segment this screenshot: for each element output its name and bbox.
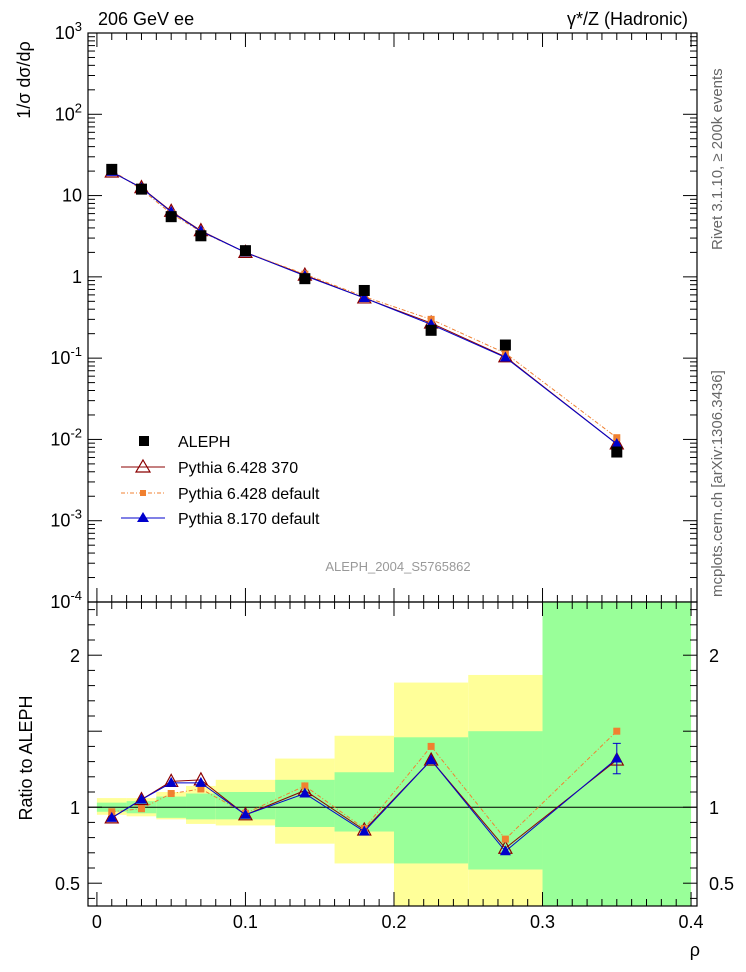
x-tick-label: 0.4 [679,912,704,932]
legend-label-py6-default: Pythia 6.428 default [178,486,320,503]
series-aleph-point [611,446,623,458]
y-tick-label: 103 [55,19,82,43]
series-aleph-point [106,163,118,175]
ratio-series-2-point [106,811,118,822]
series-aleph-point [425,324,437,336]
legend-marker-aleph [139,436,149,446]
series-3-point [611,437,623,448]
series-aleph-point [299,273,311,285]
legend-label-py6-370: Pythia 6.428 370 [178,460,298,477]
legend-marker-py6-default [140,490,146,496]
series-aleph-point [358,284,370,296]
ratio-series-1-point [427,742,435,750]
x-tick-label: 0.2 [381,912,406,932]
ratio-series-1-point [167,790,175,798]
mcplots-label: mcplots.cern.ch [arXiv:1306.3436] [709,370,726,597]
legend-label-py8: Pythia 8.170 default [178,511,320,528]
ratio-series-2-point [425,754,437,765]
legend: ALEPH Pythia 6.428 370 Pythia 6.428 defa… [121,434,320,528]
ratio-series-2-point [239,808,251,819]
series-2-line [111,169,618,439]
ratio-series-1-point [301,782,309,790]
x-tick-label: 0.1 [233,912,258,932]
legend-label-aleph: ALEPH [178,434,230,451]
series-3-line [111,171,618,445]
y-tick-label: 102 [55,100,82,124]
y-tick-label: 10-2 [50,425,82,449]
y-tick-label: 10-1 [50,344,82,368]
series-2-point [613,434,621,442]
x-tick-label: 0 [92,912,102,932]
top-y-axis-label: 1/σ dσ/dρ [14,41,34,119]
y-tick-label: 10 [62,186,82,206]
ratio-series-2-line [111,758,618,852]
ratio-y-tick-label-right: 1 [709,798,719,818]
ratio-plot-panel: 0 0.1 0.2 0.3 0.40.5 0.51 12 2 [55,601,734,932]
legend-marker-py8 [137,512,149,522]
ratio-series-1-point [108,808,116,816]
ratio-y-tick-label: 2 [70,646,80,666]
series-aleph-point [135,183,147,195]
y-tick-label: 10-3 [50,507,82,531]
energy-label: 206 GeV ee [98,9,194,29]
ratio-y-axis-label: Ratio to ALEPH [16,695,36,820]
ratio-series-2-point [195,776,207,787]
uncertainty-band-green [186,793,216,820]
ratio-y-tick-label: 1 [70,798,80,818]
series-aleph-point [499,339,511,351]
series-3-point [358,291,370,302]
ratio-series-1-line [111,730,618,840]
series-aleph-point [195,230,207,242]
y-tick-label: 10-4 [50,588,82,612]
series-3-point [499,351,511,362]
ratio-series-0-line [111,759,618,849]
ratio-series-1-point [197,785,205,793]
series-aleph-point [239,245,251,257]
ratio-series-2-point [135,793,147,804]
ratio-series-1-point [501,835,509,843]
uncertainty-band-green [334,772,394,832]
ratio-y-tick-label-right: 2 [709,646,719,666]
process-label: γ*/Z (Hadronic) [567,9,688,29]
ratio-series-2-point [358,825,370,836]
ratio-series-0-point [104,809,120,824]
series-aleph-point [165,211,177,223]
analysis-watermark: ALEPH_2004_S5765862 [325,559,470,574]
main-plot-panel: 10-4 10-3 10-2 10-1 1 10 102 103 [50,19,698,612]
ratio-series-1-point [613,727,621,735]
x-tick-label: 0.3 [530,912,555,932]
ratio-series-1-point [137,805,145,813]
ratio-plot-frame [87,601,698,907]
ratio-series-0-point [133,791,149,806]
y-tick-label: 1 [72,267,82,287]
legend-marker-py6-370 [134,458,152,473]
ratio-series-2-point [499,845,511,856]
ratio-y-tick-label-right: 0.5 [709,874,734,894]
rivet-label: Rivet 3.1.10, ≥ 200k events [709,68,726,250]
series-1-line [111,171,618,445]
ratio-y-tick-label: 0.5 [55,874,80,894]
ratio-series-2-point [299,787,311,798]
ratio-series-2-point [165,776,177,787]
ratio-series-0-point [423,751,439,766]
x-axis-label: ρ [690,940,700,960]
